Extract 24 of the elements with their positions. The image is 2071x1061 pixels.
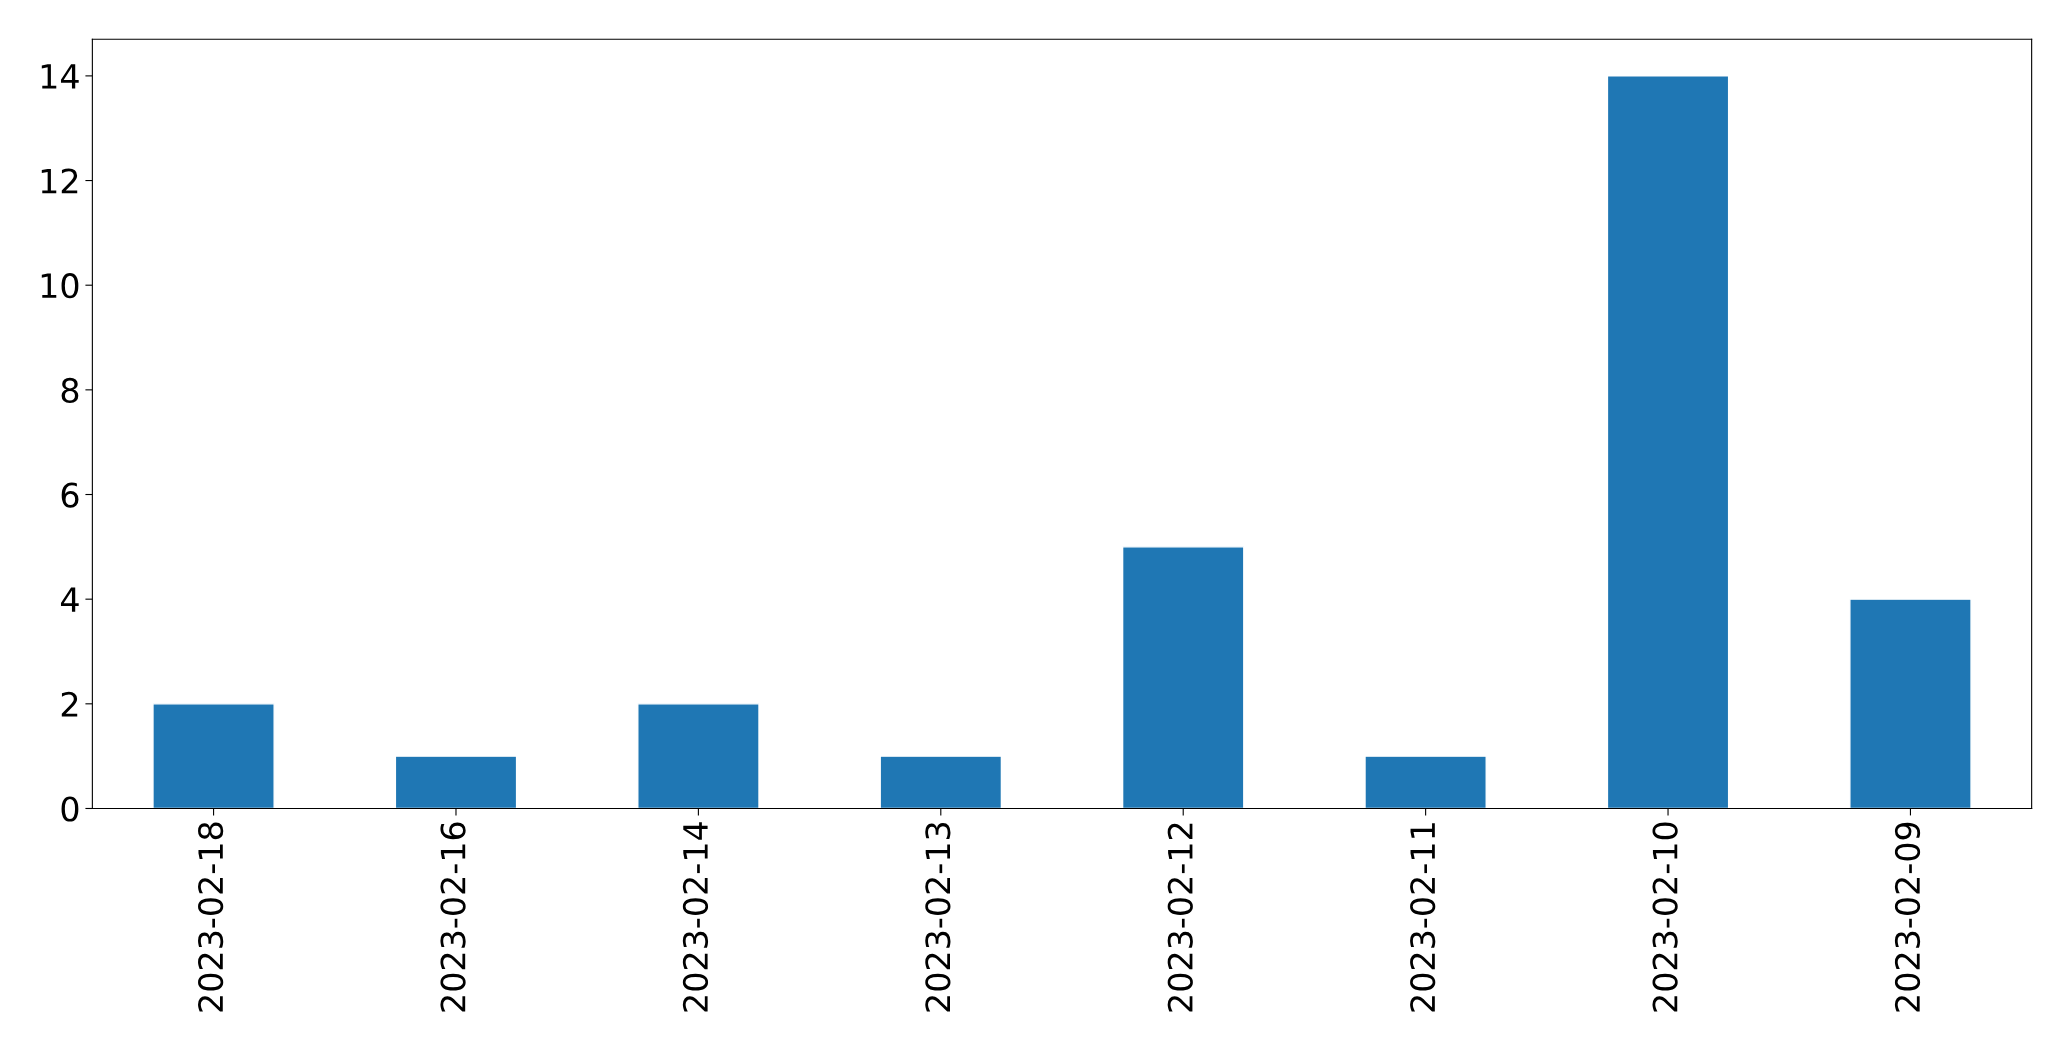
bar <box>152 703 275 809</box>
bar <box>394 755 518 809</box>
y-tick-label: 6 <box>61 482 79 508</box>
y-tick-label: 4 <box>60 587 79 612</box>
bar <box>1849 598 1972 809</box>
y-tick-label: 8 <box>61 377 79 403</box>
x-tick-label: 2023-02-11 <box>1410 823 1436 1012</box>
y-tick-label: 10 <box>41 273 79 299</box>
x-tick-label: 2023-02-12 <box>1167 823 1193 1012</box>
y-tick-label: 2 <box>61 691 78 717</box>
x-tick-label: 2023-02-14 <box>682 822 709 1012</box>
bar <box>879 755 1003 809</box>
bar <box>1364 755 1487 809</box>
y-tick-label: 14 <box>41 64 79 89</box>
bar <box>637 703 760 809</box>
bar <box>1121 546 1245 809</box>
y-tick-label: 0 <box>61 796 79 822</box>
x-tick-label: 2023-02-10 <box>1652 822 1678 1012</box>
bar <box>1606 75 1730 809</box>
x-tick-label: 2023-02-16 <box>440 822 466 1012</box>
x-tick-label: 2023-02-13 <box>925 822 951 1012</box>
y-tick-label: 12 <box>41 168 78 194</box>
x-tick-label: 2023-02-18 <box>198 822 224 1012</box>
x-tick-label: 2023-02-09 <box>1894 822 1921 1012</box>
